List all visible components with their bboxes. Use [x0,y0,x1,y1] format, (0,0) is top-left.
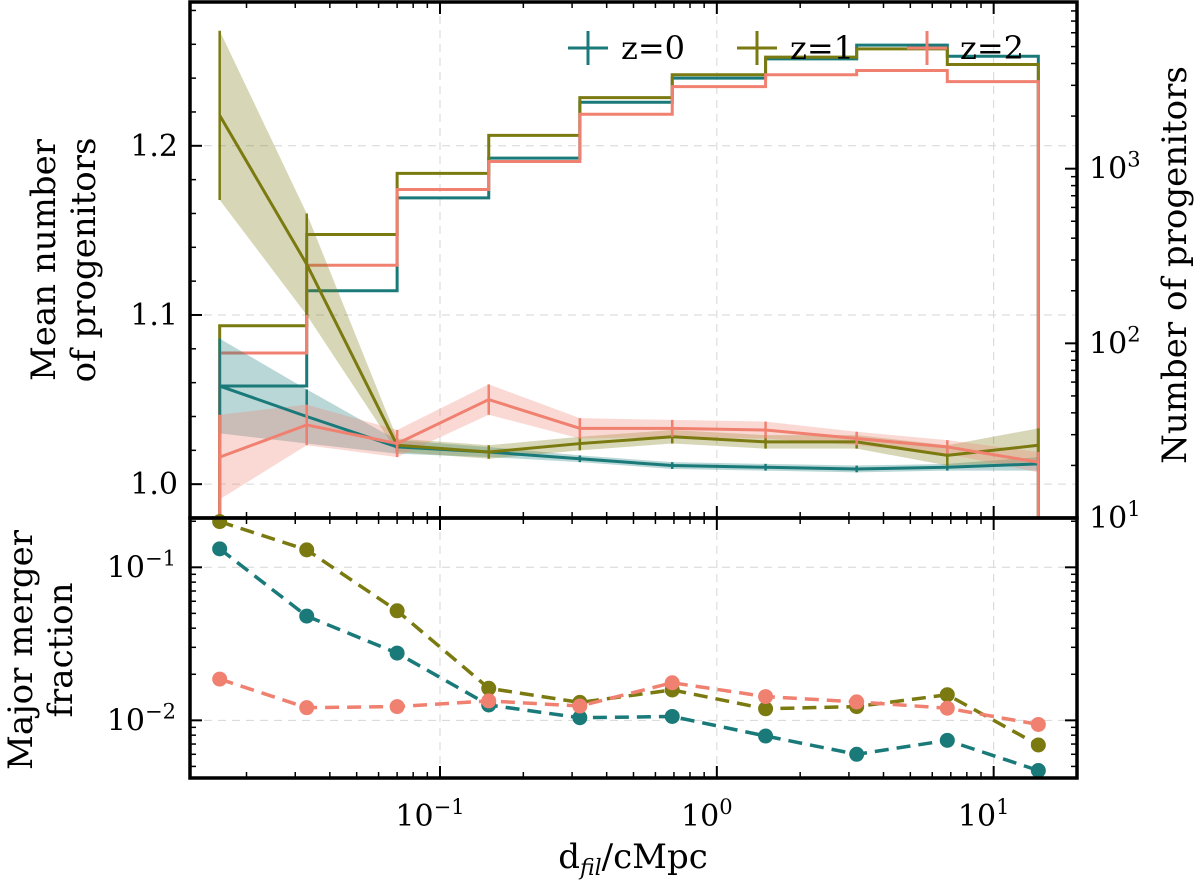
merger-point-z2 [758,689,774,705]
histogram-y-tick-label: 103 [1089,148,1141,187]
merger-point-z1 [389,603,405,619]
merger-point-z2 [299,700,315,716]
x-axis-title: dfil/cMpc [558,837,708,881]
merger-point-z2 [389,699,405,715]
x-tick-label: 100 [681,795,733,834]
histogram-y-ticks: 101 102 103 [1065,1,1141,536]
merger-point-z2 [1030,716,1046,732]
top-y-tick-label: 1.0 [130,467,178,502]
x-tick-label: 10−1 [395,795,464,834]
histogram-y-tick-label: 102 [1089,322,1141,361]
merger-point-z0 [1030,763,1046,779]
merger-point-z2 [212,671,228,687]
merger-point-z0 [939,732,955,748]
histogram-y-tick-label: 101 [1089,497,1141,536]
top-mean-lines [218,30,1040,500]
legend: z=0 z=1 z=2 [568,29,1024,67]
error-band-z1 [219,30,1039,466]
bottom-y-axis-title: Major merger [1,529,41,770]
merger-point-z2 [849,694,865,710]
top-y-axis-title: Mean number [24,138,64,381]
merger-point-z0 [849,746,865,762]
bottom-panel: 10−1 10−2 10−1 100 101 Major merger fractio… [1,514,1079,834]
merger-point-z0 [299,608,315,624]
merger-line-z1 [219,519,1040,747]
histogram-y-axis-title: Number of progenitors [1155,66,1195,464]
legend-label-z1: z=1 [790,29,854,67]
top-x-ticks [245,2,1078,518]
bottom-y-tick-label: 10−2 [107,699,176,738]
bottom-grid [190,518,1077,778]
merger-point-z1 [758,701,774,717]
merger-point-z2 [664,675,680,691]
top-y-tick-label: 1.1 [130,298,178,333]
top-y-axis-title-line2: of progenitors [64,138,104,383]
merger-line-z0 [218,547,1039,773]
mean-line-z2 [219,397,1039,464]
legend-label-z0: z=0 [621,29,685,67]
legend-entry-z1: z=1 [737,29,854,67]
merger-point-z0 [758,728,774,744]
merger-point-z0 [389,645,405,661]
histogram-step-z0 [218,43,1040,518]
bottom-y-ticks: 10−1 10−2 [107,520,1077,768]
merger-point-z1 [481,680,497,696]
top-panel: z=0 z=1 z=2 1.0 1.1 1.2 101 102 103 Mean num… [24,0,1195,536]
merger-point-z1 [939,687,955,703]
merger-point-z0 [572,710,588,726]
merger-point-z2 [481,693,497,709]
merger-point-z1 [299,542,315,558]
top-y-ticks: 1.0 1.1 1.2 [130,9,202,519]
x-tick-label: 101 [958,795,1010,834]
bottom-merger-lines [212,514,1046,779]
merger-point-z0 [212,541,228,557]
top-y-tick-label: 1.2 [130,129,178,164]
bottom-x-ticks: 10−1 100 101 [245,518,1078,834]
merger-point-z0 [664,708,680,724]
merger-line-z2 [219,677,1039,727]
legend-entry-z2: z=2 [907,29,1024,67]
bottom-y-axis-title-line2: fraction [41,582,81,717]
histogram-step-z2 [218,68,1040,518]
legend-entry-z0: z=0 [568,29,685,67]
merger-point-z1 [1030,737,1046,753]
mean-line-z0 [219,384,1039,471]
bottom-y-tick-label: 10−1 [107,546,176,585]
mean-line-z1 [218,114,1039,457]
legend-label-z2: z=2 [960,29,1024,67]
merger-point-z2 [939,700,955,716]
merger-point-z2 [572,698,588,714]
